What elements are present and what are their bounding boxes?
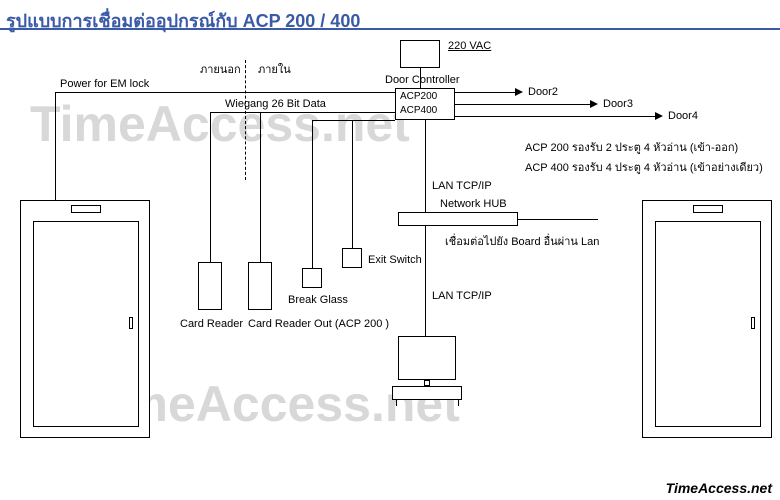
lan1-label: LAN TCP/IP bbox=[432, 180, 492, 192]
break-glass-label: Break Glass bbox=[288, 294, 348, 306]
vac-box bbox=[400, 40, 440, 68]
line-wiegand-h bbox=[210, 112, 395, 113]
card-reader-out-label: Card Reader Out (ACP 200 ) bbox=[248, 318, 389, 330]
exit-switch-box bbox=[342, 248, 362, 268]
pc-foot-r bbox=[458, 400, 459, 406]
line-cro-v bbox=[260, 112, 261, 262]
pc-monitor bbox=[398, 336, 456, 380]
line-hub-right bbox=[518, 219, 598, 220]
line-power-h bbox=[55, 92, 395, 93]
acp200-label: ACP200 bbox=[400, 91, 437, 102]
inside-label: ภายใน bbox=[258, 60, 291, 78]
exit-switch-label: Exit Switch bbox=[368, 254, 422, 266]
door-right-handle bbox=[751, 317, 755, 329]
card-reader-label: Card Reader bbox=[180, 318, 243, 330]
arrow-door4 bbox=[655, 112, 663, 120]
outside-label: ภายนอก bbox=[200, 60, 241, 78]
hub-label: Network HUB bbox=[440, 198, 507, 210]
acp400-label: ACP400 bbox=[400, 105, 437, 116]
line-lan2-v bbox=[425, 226, 426, 336]
card-reader-box bbox=[198, 262, 222, 310]
wiegand-label: Wiegang 26 Bit Data bbox=[225, 98, 326, 110]
pc-base bbox=[392, 386, 462, 400]
arrow-door3 bbox=[590, 100, 598, 108]
title-underline bbox=[0, 28, 780, 30]
note2-label: ACP 400 รองรับ 4 ประตู 4 หัวอ่าน (เข้าอย… bbox=[525, 158, 763, 176]
em-lock-right-box bbox=[693, 205, 723, 213]
door-left-outer bbox=[20, 200, 150, 438]
line-door4 bbox=[455, 116, 655, 117]
line-es-v bbox=[352, 120, 353, 248]
vac-label: 220 VAC bbox=[448, 40, 491, 52]
arrow-door2 bbox=[515, 88, 523, 96]
door-right-outer bbox=[642, 200, 772, 438]
diagram-title: รูปแบบการเชื่อมต่ออุปกรณ์กับ ACP 200 / 4… bbox=[6, 6, 360, 35]
door-left-inner bbox=[33, 221, 139, 427]
line-lan1-v bbox=[425, 120, 426, 212]
card-reader-out-box bbox=[248, 262, 272, 310]
door-controller-label: Door Controller bbox=[385, 74, 460, 86]
line-bg-v bbox=[312, 120, 313, 268]
door-right-inner bbox=[655, 221, 761, 427]
line-power-v bbox=[55, 92, 56, 200]
pc-foot-l bbox=[396, 400, 397, 406]
hub-note-label: เชื่อมต่อไปยัง Board อื่นผ่าน Lan bbox=[445, 232, 599, 250]
line-cr-v bbox=[210, 112, 211, 262]
door4-label: Door4 bbox=[668, 110, 698, 122]
em-lock-left-box bbox=[71, 205, 101, 213]
footer-branding: TimeAccess.net bbox=[666, 480, 772, 496]
controller-box: ACP200 ACP400 bbox=[395, 88, 455, 120]
break-glass-box bbox=[302, 268, 322, 288]
hub-box bbox=[398, 212, 518, 226]
door-left-handle bbox=[129, 317, 133, 329]
door3-label: Door3 bbox=[603, 98, 633, 110]
line-door3 bbox=[455, 104, 590, 105]
lan2-label: LAN TCP/IP bbox=[432, 290, 492, 302]
power-em-label: Power for EM lock bbox=[60, 78, 149, 90]
note1-label: ACP 200 รองรับ 2 ประตู 4 หัวอ่าน (เข้า-อ… bbox=[525, 138, 738, 156]
door2-label: Door2 bbox=[528, 86, 558, 98]
separator-dashed bbox=[245, 60, 246, 180]
line-door2 bbox=[455, 92, 515, 93]
line-ctrl-left bbox=[312, 120, 395, 121]
cro-text: Card Reader Out (ACP 200 ) bbox=[248, 318, 389, 330]
